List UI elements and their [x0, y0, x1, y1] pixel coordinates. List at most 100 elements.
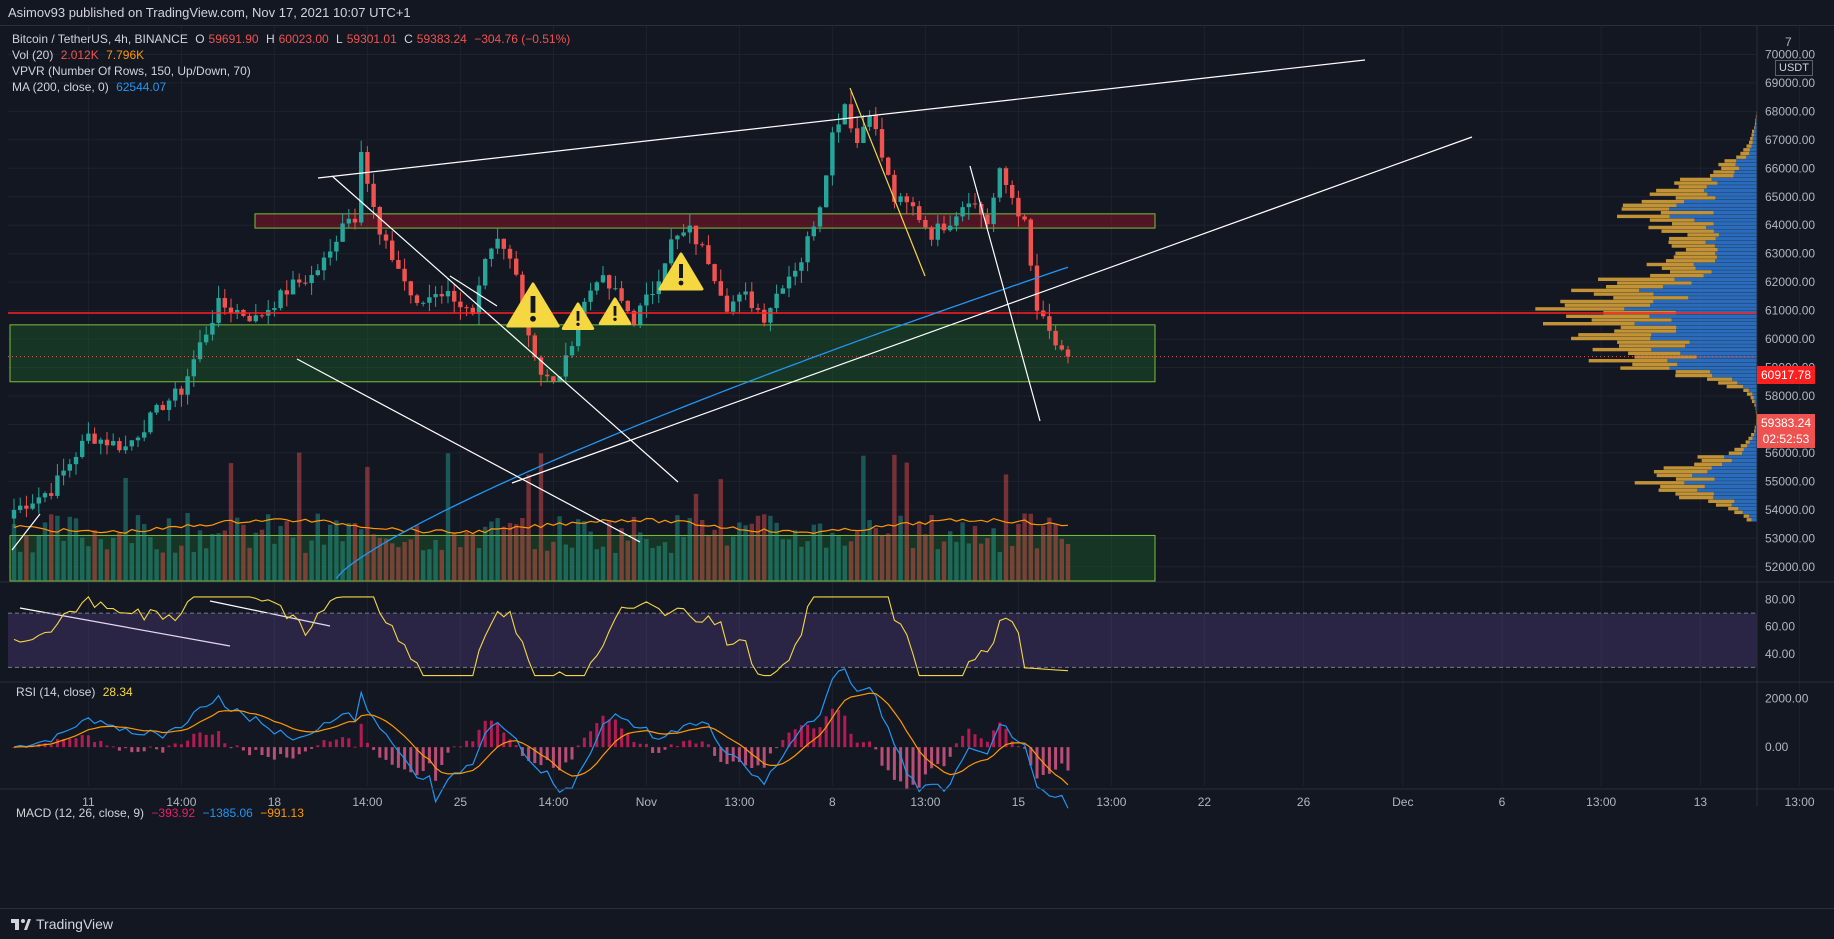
volume-bar: [408, 539, 413, 581]
vpvr-row-up: [1742, 451, 1757, 455]
price-tick-label: 60000.00: [1765, 332, 1815, 346]
macd-histogram-bar: [1016, 746, 1020, 748]
macd-histogram-bar: [378, 747, 382, 758]
footer-brand: TradingView: [36, 916, 114, 932]
macd-histogram-bar: [347, 738, 351, 748]
time-tick-label: 25: [454, 795, 468, 809]
candle-body: [427, 297, 432, 303]
volume-bar: [1059, 539, 1064, 581]
volume-bar: [631, 516, 637, 581]
macd-histogram-bar: [297, 747, 301, 755]
time-tick-label: 14:00: [166, 795, 196, 809]
candle-body: [848, 104, 854, 129]
volume-bar: [495, 518, 500, 581]
candle-body: [216, 298, 221, 323]
vpvr-row-up: [1689, 340, 1757, 344]
candle-body: [675, 235, 680, 240]
low-label: L: [336, 32, 343, 46]
vpvr-row-up: [1706, 185, 1757, 189]
macd-histogram-bar: [868, 741, 872, 748]
volume-bar: [414, 525, 420, 581]
candle-body: [582, 301, 587, 319]
vpvr-row-down: [1740, 444, 1748, 448]
macd-histogram-bar: [465, 740, 469, 748]
warning-dot: [530, 315, 536, 322]
candle-body: [321, 257, 327, 271]
volume-bar: [941, 541, 947, 581]
volume-bar: [910, 548, 916, 581]
vpvr-row-down: [1748, 140, 1753, 145]
vpvr-row-up: [1716, 255, 1757, 259]
vpvr-row-down: [1721, 166, 1740, 170]
price-tick-label: 52000.00: [1765, 560, 1815, 574]
volume-bar: [532, 549, 537, 581]
time-tick-label: 13: [1694, 795, 1708, 809]
macd-histogram-bar: [74, 738, 78, 748]
candle-body: [910, 202, 916, 207]
volume-bar: [55, 515, 60, 581]
candle-body: [563, 355, 568, 377]
volume-zone: [9, 534, 1156, 582]
candle-body: [644, 294, 649, 306]
chart-area[interactable]: 52000.00 53000.00 54000.00 55000.00 56000.00…: [0, 26, 1834, 909]
volume-bar: [991, 528, 996, 581]
vpvr-row-up: [1713, 495, 1757, 500]
candle-body: [960, 207, 965, 217]
chart-canvas[interactable]: 52000.00 53000.00 54000.00 55000.00 56000.00…: [0, 26, 1834, 909]
macd-histogram-bar: [86, 735, 90, 748]
candle-body: [786, 276, 792, 289]
legend-main: Bitcoin / TetherUS, 4h, BINANCE O 59691.9…: [12, 32, 574, 46]
candle-body: [650, 294, 655, 296]
candle-body: [396, 259, 401, 269]
candle-body: [390, 240, 395, 260]
candle-body: [997, 168, 1002, 198]
macd-histogram-bar: [254, 747, 258, 750]
candle-body: [1034, 265, 1040, 311]
vpvr-row-up: [1688, 296, 1757, 300]
volume-bar: [662, 542, 668, 581]
countdown-tag: 02:52:53: [1757, 430, 1815, 448]
volume-bar: [160, 552, 165, 581]
volume-bar: [173, 552, 178, 581]
vpvr-row-up: [1737, 381, 1757, 385]
candle-body: [507, 248, 513, 259]
candle-body: [780, 288, 785, 294]
volume-bar: [464, 531, 469, 581]
candle-body: [259, 315, 265, 317]
vpvr-row-down: [1649, 192, 1708, 196]
macd-histogram-bar: [130, 747, 134, 753]
candle-body: [879, 129, 885, 158]
macd-histogram-bar: [657, 747, 661, 753]
candle-body: [458, 301, 463, 308]
vpvr-row-up: [1749, 148, 1757, 152]
candle-body: [607, 275, 612, 289]
vpvr-row-up: [1754, 129, 1757, 133]
candle-body: [111, 440, 116, 446]
macd-pane: [0, 668, 1834, 809]
macd-histogram-bar: [179, 744, 183, 748]
volume-bar: [879, 535, 885, 581]
macd-histogram-bar: [55, 739, 59, 748]
vpvr-row-up: [1754, 433, 1757, 437]
macd-histogram-bar: [1066, 747, 1070, 771]
volume-bar: [328, 524, 333, 581]
macd-histogram-bar: [682, 741, 686, 748]
rsi-tick-label: 40.00: [1765, 647, 1795, 661]
candle-body: [148, 412, 153, 433]
volume-bar: [315, 513, 320, 581]
macd-histogram-bar: [1047, 747, 1051, 774]
macd-histogram-bar: [235, 745, 239, 748]
vpvr-row-up: [1715, 236, 1757, 241]
candle-body: [631, 311, 637, 325]
macd-histogram-bar: [527, 747, 531, 761]
currency-button[interactable]: USDT: [1775, 60, 1813, 76]
macd-histogram-bar: [806, 724, 810, 748]
volume-bar: [582, 520, 587, 581]
volume-bar: [365, 466, 370, 581]
vpvr-row-down: [1613, 296, 1689, 300]
volume-bar: [551, 541, 556, 581]
candle-body: [929, 227, 934, 240]
legend-macd: MACD (12, 26, close, 9) −393.92 −1385.06…: [16, 806, 308, 820]
macd-histogram-bar: [688, 740, 692, 748]
candle-body: [290, 279, 296, 295]
